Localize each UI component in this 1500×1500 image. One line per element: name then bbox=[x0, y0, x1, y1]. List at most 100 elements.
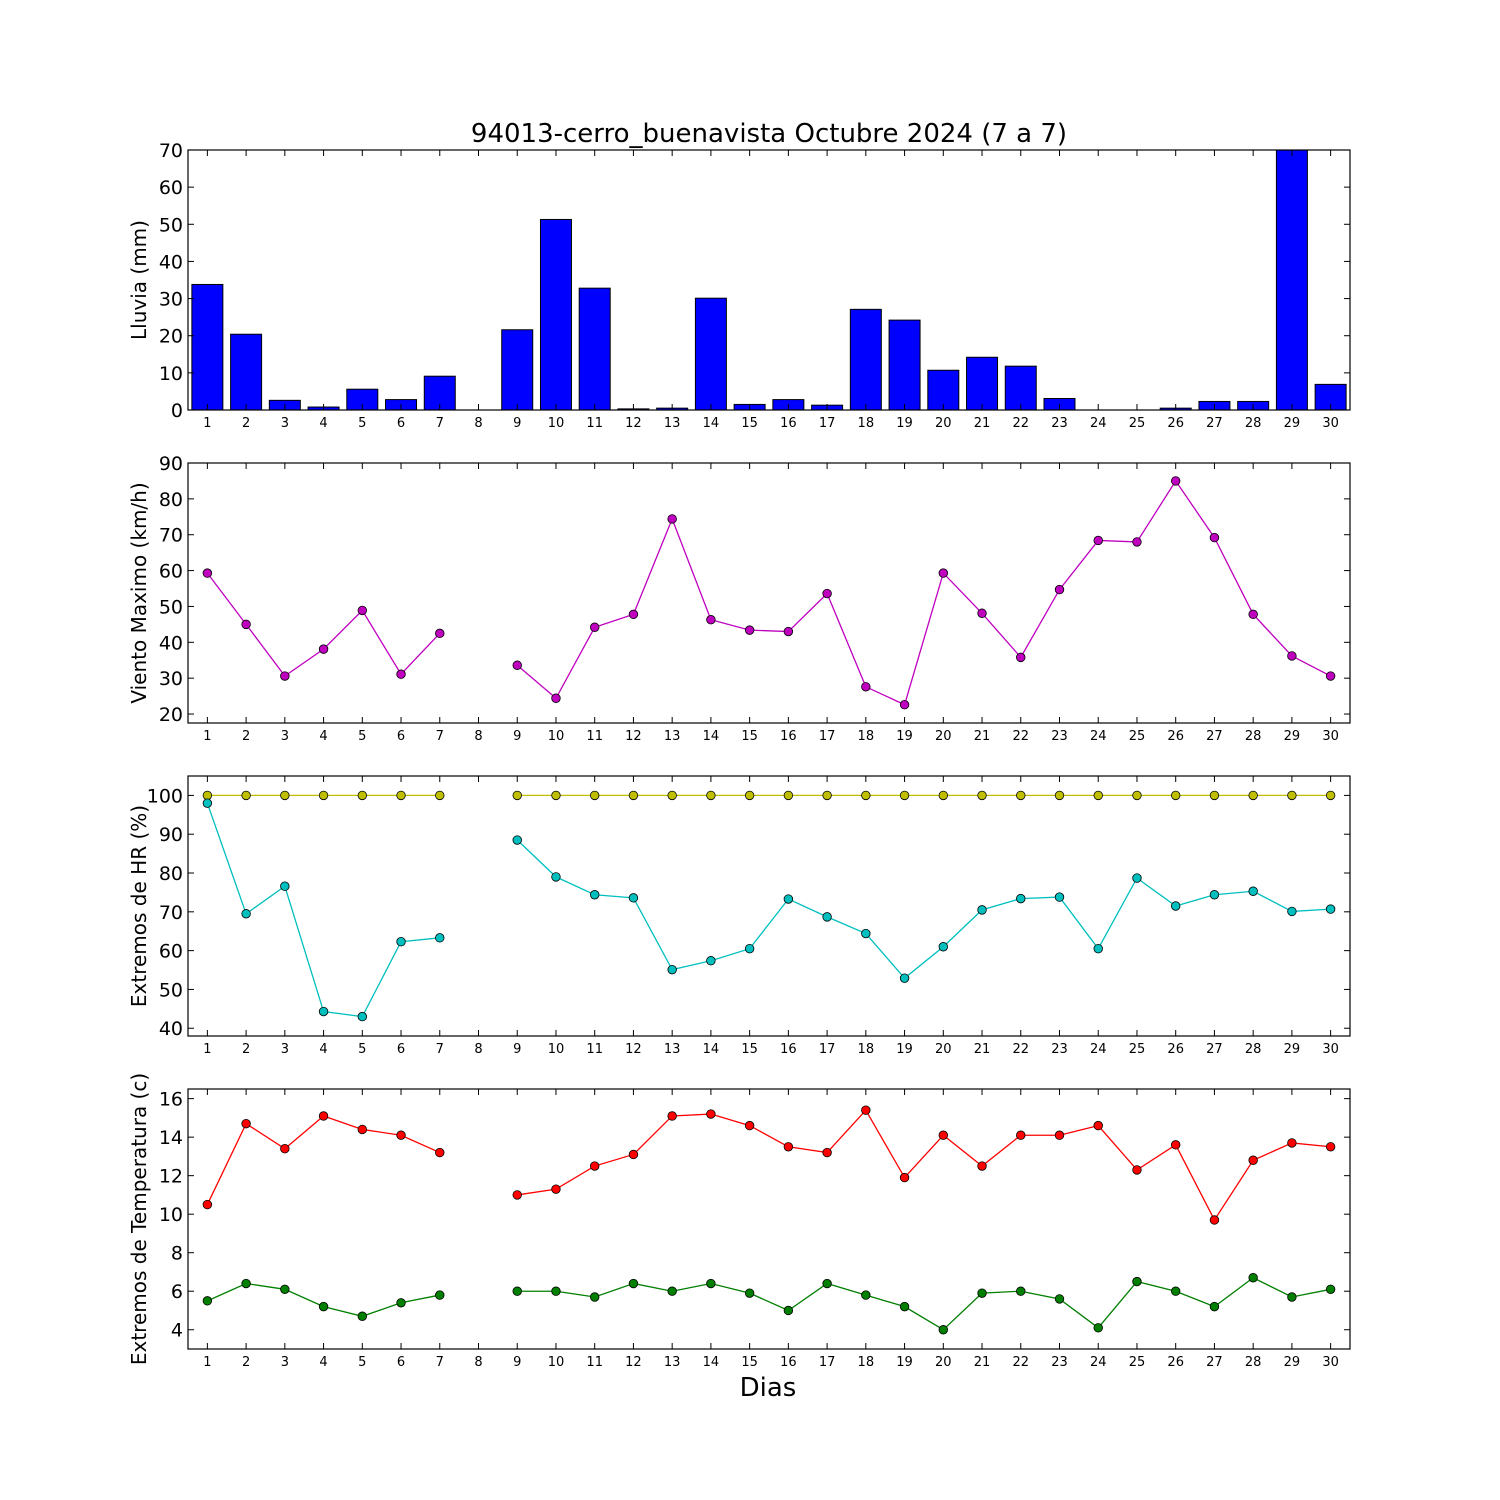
x-tick-label: 19 bbox=[896, 729, 913, 744]
x-tick-label: 28 bbox=[1245, 729, 1262, 744]
point-day-16 bbox=[783, 790, 794, 801]
point-day-1 bbox=[202, 790, 213, 801]
point-day-13 bbox=[667, 1286, 677, 1296]
point-day-7 bbox=[435, 1147, 445, 1158]
x-tick-label: 19 bbox=[896, 1355, 913, 1370]
point-day-10 bbox=[551, 872, 561, 882]
point-day-2 bbox=[241, 909, 251, 919]
point-day-22 bbox=[1016, 652, 1026, 663]
x-tick-label: 23 bbox=[1051, 1355, 1068, 1370]
point-day-12 bbox=[628, 1278, 639, 1289]
x-tick-label: 2 bbox=[242, 1355, 250, 1370]
y-tick-label: 10 bbox=[159, 363, 183, 385]
x-tick-label: 21 bbox=[974, 1355, 991, 1370]
x-tick-label: 26 bbox=[1167, 1355, 1184, 1370]
y-tick-label: 30 bbox=[159, 668, 183, 690]
y-tick-label: 60 bbox=[159, 561, 183, 583]
point-day-22 bbox=[1016, 893, 1026, 904]
y-axis: 40 50 60 70 80 90 100 bbox=[147, 785, 1350, 1040]
point-day-4 bbox=[318, 1006, 329, 1017]
x-tick-label: 10 bbox=[548, 416, 565, 431]
x-tick-label: 23 bbox=[1051, 729, 1068, 744]
x-tick-label: 18 bbox=[858, 729, 875, 744]
point-day-13 bbox=[667, 1111, 677, 1121]
point-day-4 bbox=[318, 1111, 329, 1121]
panel-4: 1 2 3 4 5 6 7 8 9 10 11 12 13 14 15 16 17 18 19 20 21 22 23 24 2… bbox=[127, 1073, 1351, 1403]
y-tick-label: 70 bbox=[159, 525, 183, 547]
point-day-10 bbox=[551, 693, 561, 703]
point-day-7 bbox=[435, 790, 445, 801]
point-day-4 bbox=[318, 790, 329, 801]
y-axis-label: Extremos de HR (%) bbox=[127, 805, 151, 1007]
point-day-12 bbox=[628, 893, 639, 903]
point-day-29 bbox=[1287, 1292, 1297, 1302]
x-tick-label: 25 bbox=[1129, 1355, 1146, 1370]
y-tick-label: 14 bbox=[159, 1127, 183, 1149]
point-day-11 bbox=[590, 790, 600, 801]
x-tick-label: 9 bbox=[513, 416, 521, 431]
x-tick-label: 12 bbox=[625, 1042, 642, 1057]
point-day-9 bbox=[512, 1190, 522, 1200]
point-day-30 bbox=[1325, 671, 1336, 681]
x-tick-label: 5 bbox=[358, 1042, 366, 1057]
x-tick-label: 15 bbox=[741, 1355, 758, 1370]
x-tick-label: 8 bbox=[474, 729, 482, 744]
point-day-3 bbox=[280, 1144, 290, 1154]
x-tick-label: 8 bbox=[474, 1042, 482, 1057]
y-tick-label: 20 bbox=[159, 326, 183, 348]
point-day-15 bbox=[744, 625, 755, 635]
point-day-27 bbox=[1209, 1215, 1220, 1225]
x-tick-label: 15 bbox=[741, 416, 758, 431]
x-tick-label: 15 bbox=[741, 729, 758, 744]
x-tick-label: 6 bbox=[397, 416, 405, 431]
x-tick-label: 25 bbox=[1129, 729, 1146, 744]
x-tick-label: 12 bbox=[625, 729, 642, 744]
y-tick-label: 0 bbox=[171, 400, 183, 422]
point-day-9 bbox=[512, 660, 522, 670]
x-tick-label: 20 bbox=[935, 1355, 952, 1370]
x-tick-label: 14 bbox=[703, 729, 720, 744]
point-day-20 bbox=[938, 1130, 949, 1140]
x-tick-label: 30 bbox=[1322, 1355, 1339, 1370]
point-day-18 bbox=[861, 928, 871, 939]
point-day-14 bbox=[706, 1278, 716, 1289]
panel-1: 94013-cerro_buenavista Octubre 2024 (7 a… bbox=[127, 119, 1351, 431]
point-day-11 bbox=[590, 1161, 600, 1171]
x-tick-label: 7 bbox=[436, 729, 444, 744]
series-line bbox=[517, 1109, 1331, 1222]
x-tick-label: 8 bbox=[474, 1355, 482, 1370]
x-tick-label: 11 bbox=[586, 416, 603, 431]
point-day-25 bbox=[1132, 1276, 1142, 1287]
x-tick-label: 7 bbox=[436, 416, 444, 431]
x-tick-label: 21 bbox=[974, 416, 991, 431]
bar-day-29 bbox=[1275, 149, 1308, 411]
y-tick-label: 40 bbox=[159, 632, 183, 654]
plot-frame bbox=[187, 462, 1351, 724]
x-tick-label: 30 bbox=[1322, 729, 1339, 744]
bar-day-10 bbox=[539, 218, 572, 411]
point-day-6 bbox=[396, 937, 406, 947]
point-day-30 bbox=[1325, 904, 1336, 914]
x-tick-label: 23 bbox=[1051, 416, 1068, 431]
point-day-17 bbox=[822, 912, 832, 922]
point-day-27 bbox=[1209, 790, 1220, 801]
panels: 94013-cerro_buenavista Octubre 2024 (7 a… bbox=[127, 119, 1351, 1403]
point-day-11 bbox=[590, 890, 600, 900]
point-day-17 bbox=[822, 790, 832, 801]
point-day-19 bbox=[899, 700, 910, 710]
point-day-24 bbox=[1093, 1120, 1103, 1131]
x-tick-label: 27 bbox=[1206, 1042, 1223, 1057]
point-day-27 bbox=[1209, 532, 1220, 543]
point-day-19 bbox=[899, 790, 910, 801]
series-line bbox=[516, 839, 1331, 980]
y-tick-label: 12 bbox=[159, 1166, 183, 1188]
x-tick-label: 16 bbox=[780, 1355, 797, 1370]
point-day-1 bbox=[202, 568, 213, 578]
x-tick-label: 4 bbox=[319, 416, 327, 431]
point-day-17 bbox=[822, 1147, 832, 1158]
x-tick-label: 4 bbox=[319, 1355, 327, 1370]
x-tick-label: 6 bbox=[397, 1042, 405, 1057]
point-day-19 bbox=[899, 973, 910, 983]
series-1 bbox=[202, 1105, 1336, 1225]
